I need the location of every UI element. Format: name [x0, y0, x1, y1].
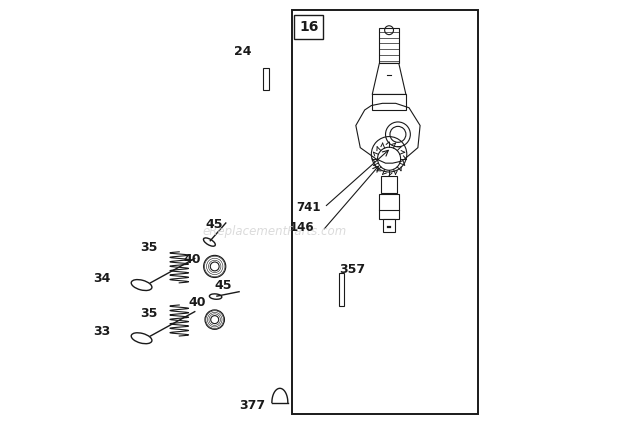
Text: 35: 35	[140, 241, 157, 254]
Text: 45: 45	[206, 218, 223, 231]
Text: 146: 146	[290, 221, 314, 234]
Text: 357: 357	[339, 263, 365, 276]
Bar	[383, 219, 396, 232]
Text: 40: 40	[188, 296, 206, 309]
Bar	[264, 68, 269, 90]
Text: 45: 45	[215, 280, 232, 293]
Text: 40: 40	[184, 253, 201, 266]
Bar	[372, 95, 406, 110]
Text: 34: 34	[93, 272, 110, 285]
Bar	[379, 194, 399, 219]
Bar	[379, 28, 399, 63]
Text: 24: 24	[234, 45, 252, 58]
Bar	[339, 273, 344, 306]
Bar	[292, 10, 479, 413]
Text: 35: 35	[140, 307, 157, 320]
Bar	[381, 176, 397, 193]
Text: 741: 741	[296, 201, 321, 214]
Text: 16: 16	[299, 20, 319, 34]
Text: 33: 33	[93, 325, 110, 338]
Text: eReplacementParts.com: eReplacementParts.com	[202, 225, 347, 238]
Bar	[294, 15, 323, 39]
Text: 377: 377	[239, 399, 266, 412]
